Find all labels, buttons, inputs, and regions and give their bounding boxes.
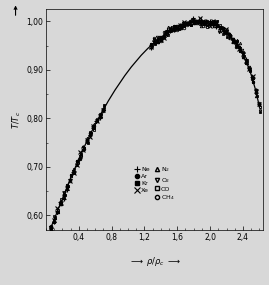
Y-axis label: $T/T_c$: $T/T_c$ <box>11 110 23 129</box>
Legend: Ne, Ar, Kr, Xe, N$_2$, O$_2$, CO, CH$_4$: Ne, Ar, Kr, Xe, N$_2$, O$_2$, CO, CH$_4$ <box>132 163 177 205</box>
Text: $\longrightarrow\;\rho/\rho_c\;\longrightarrow$: $\longrightarrow\;\rho/\rho_c\;\longrigh… <box>129 255 181 268</box>
